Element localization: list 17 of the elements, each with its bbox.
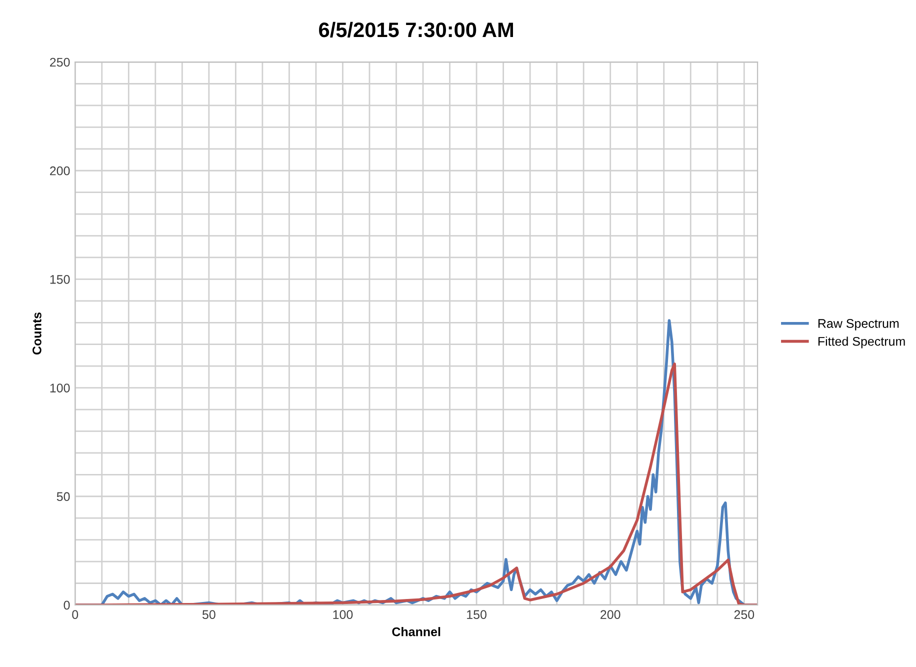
- legend-label: Fitted Spectrum: [818, 336, 905, 348]
- y-tick-label: 150: [50, 275, 70, 284]
- x-tick-label: 50: [202, 610, 216, 620]
- y-tick-label: 100: [50, 384, 70, 392]
- x-tick-label: 250: [734, 610, 754, 620]
- x-tick-label: 0: [72, 610, 78, 620]
- y-tick-label: 50: [56, 492, 70, 502]
- x-axis-title: Channel: [392, 627, 440, 636]
- y-axis-title: Counts: [32, 312, 42, 355]
- x-tick-label: 100: [333, 610, 353, 620]
- x-tick-label: 150: [467, 610, 486, 620]
- y-tick-label: 250: [50, 58, 70, 67]
- chart-title: 6/5/2015 7:30:00 AM: [319, 22, 513, 38]
- legend-label: Raw Spectrum: [818, 319, 899, 330]
- y-tick-label: 0: [64, 600, 70, 610]
- x-tick-label: 200: [600, 610, 620, 620]
- y-tick-label: 200: [50, 166, 70, 176]
